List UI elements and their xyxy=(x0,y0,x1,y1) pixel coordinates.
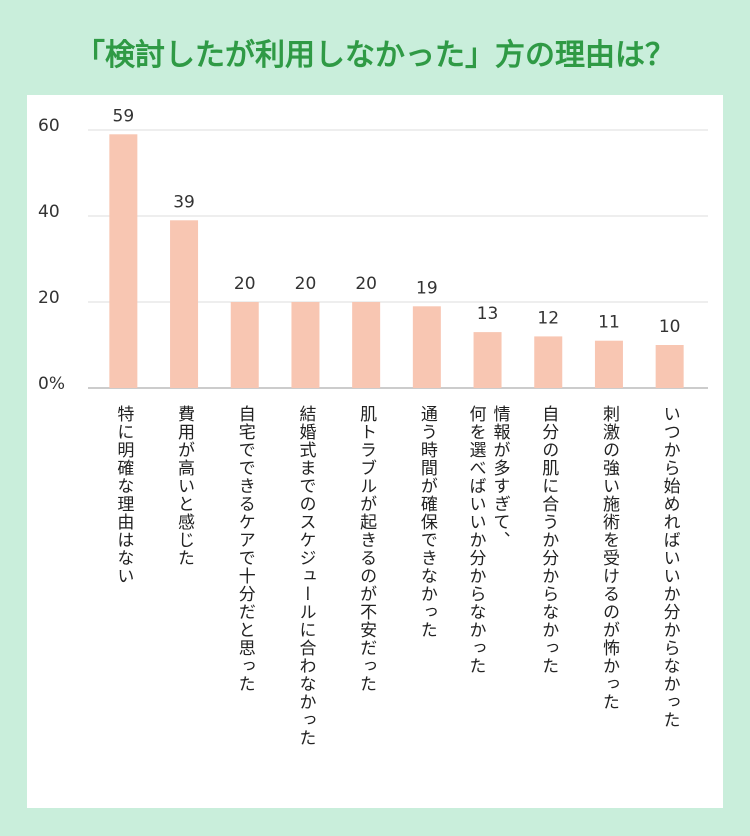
y-tick-label: 20 xyxy=(38,288,60,308)
bar xyxy=(109,134,138,388)
data-label: 11 xyxy=(598,313,620,333)
x-tick-label: 自分の肌に合うか分からなかった xyxy=(538,405,559,675)
bar xyxy=(352,302,381,388)
y-tick-label: 0% xyxy=(38,374,65,394)
data-label: 19 xyxy=(416,278,438,298)
bar xyxy=(594,340,623,388)
x-tick-label: 特に明確な理由はない xyxy=(113,405,134,585)
data-label: 12 xyxy=(537,308,559,328)
x-tick-label: 肌トラブルが起きるのが不安だった xyxy=(356,405,377,693)
data-label: 59 xyxy=(113,106,135,126)
bar xyxy=(412,306,441,388)
y-tick-label: 40 xyxy=(38,202,60,222)
data-label: 20 xyxy=(234,274,256,294)
data-label: 10 xyxy=(659,317,681,337)
bar xyxy=(473,332,502,388)
data-label: 39 xyxy=(173,192,195,212)
data-label: 13 xyxy=(477,304,499,324)
bar xyxy=(534,336,563,388)
bar xyxy=(655,345,684,388)
x-tick-label: 費用が高いと感じた xyxy=(174,405,195,567)
bar xyxy=(170,220,199,388)
x-tick-label: 刺激の強い施術を受けるのが怖かった xyxy=(598,405,619,711)
x-tick-label: いつから始めればいいか分からなかった xyxy=(659,405,680,729)
x-tick-label: 情報が多すぎて、 何を選べばいいか分からなかった xyxy=(465,405,510,675)
chart-title: 「検討したが利用しなかった」方の理由は？ xyxy=(75,38,675,73)
x-tick-label: 自宅でできるケアで十分だと思った xyxy=(234,405,255,693)
x-tick-label: 通う時間が確保できなかった xyxy=(416,405,437,639)
bar xyxy=(230,302,259,388)
data-label: 20 xyxy=(295,274,317,294)
bar xyxy=(291,302,320,388)
chart-panel xyxy=(27,95,723,808)
data-label: 20 xyxy=(355,274,377,294)
x-tick-label: 結婚式までのスケジュールに合わなかった xyxy=(295,405,316,747)
y-tick-label: 60 xyxy=(38,116,60,136)
